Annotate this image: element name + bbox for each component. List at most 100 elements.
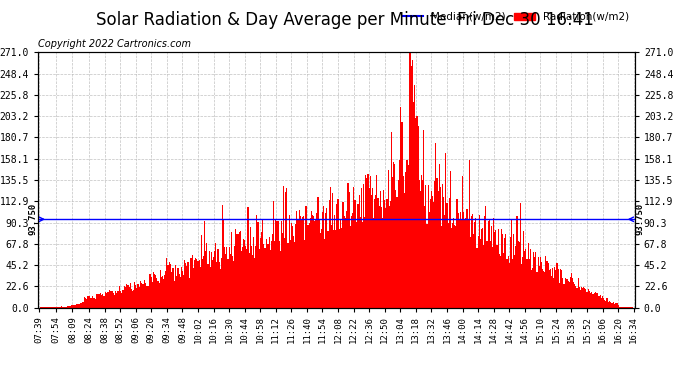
Bar <box>431 190 432 308</box>
Bar <box>282 233 283 308</box>
Bar <box>124 286 125 308</box>
Bar <box>552 267 553 308</box>
Bar <box>241 251 242 308</box>
Bar <box>599 296 600 307</box>
Bar <box>242 248 243 308</box>
Bar <box>598 296 599 307</box>
Bar <box>259 238 261 308</box>
Bar <box>163 279 164 308</box>
Bar <box>518 241 519 308</box>
Bar <box>354 200 355 308</box>
Bar <box>131 290 132 308</box>
Text: Copyright 2022 Cartronics.com: Copyright 2022 Cartronics.com <box>38 39 191 50</box>
Bar <box>144 280 145 308</box>
Bar <box>173 267 174 308</box>
Bar <box>130 283 131 308</box>
Bar <box>493 218 494 308</box>
Bar <box>604 300 605 307</box>
Bar <box>472 213 473 308</box>
Bar <box>533 252 534 308</box>
Bar <box>210 252 212 308</box>
Bar <box>277 221 279 308</box>
Bar <box>538 256 539 307</box>
Bar <box>263 244 264 308</box>
Bar <box>303 216 304 308</box>
Bar <box>396 197 397 308</box>
Bar <box>99 293 101 308</box>
Legend: Median(w/m2), Radiation(w/m2): Median(w/m2), Radiation(w/m2) <box>402 12 629 22</box>
Bar <box>270 242 272 308</box>
Bar <box>54 307 55 308</box>
Bar <box>274 241 275 308</box>
Bar <box>205 251 206 308</box>
Bar <box>161 277 162 308</box>
Bar <box>143 284 144 308</box>
Bar <box>528 243 529 308</box>
Bar <box>575 286 576 308</box>
Bar <box>377 198 379 308</box>
Bar <box>248 253 250 308</box>
Bar <box>206 243 208 308</box>
Bar <box>119 291 121 308</box>
Bar <box>563 284 564 308</box>
Bar <box>142 284 143 308</box>
Bar <box>135 285 137 308</box>
Bar <box>150 276 152 308</box>
Bar <box>184 260 185 308</box>
Bar <box>79 303 81 307</box>
Bar <box>272 234 273 308</box>
Bar <box>436 178 437 308</box>
Bar <box>93 298 94 307</box>
Bar <box>477 236 479 308</box>
Bar <box>74 305 75 308</box>
Bar <box>562 278 563 308</box>
Bar <box>505 234 506 308</box>
Bar <box>72 305 73 308</box>
Bar <box>413 102 414 308</box>
Bar <box>352 213 353 308</box>
Bar <box>584 288 585 308</box>
Bar <box>590 293 591 308</box>
Bar <box>376 175 377 308</box>
Bar <box>576 288 578 308</box>
Bar <box>532 268 533 308</box>
Bar <box>335 230 336 308</box>
Bar <box>195 258 197 308</box>
Bar <box>137 284 139 308</box>
Bar <box>520 203 521 308</box>
Bar <box>486 241 488 308</box>
Bar <box>585 289 586 308</box>
Bar <box>368 189 370 308</box>
Bar <box>285 192 286 308</box>
Bar <box>70 306 71 308</box>
Bar <box>442 184 443 308</box>
Bar <box>482 228 483 308</box>
Bar <box>86 299 88 307</box>
Bar <box>579 287 580 308</box>
Bar <box>410 53 411 308</box>
Bar <box>336 204 337 308</box>
Bar <box>535 252 536 308</box>
Bar <box>214 251 215 308</box>
Bar <box>435 143 436 308</box>
Bar <box>113 292 114 308</box>
Bar <box>524 251 525 308</box>
Bar <box>325 213 326 308</box>
Bar <box>314 221 315 308</box>
Bar <box>536 272 538 308</box>
Bar <box>83 302 84 307</box>
Bar <box>164 274 165 308</box>
Bar <box>622 307 623 308</box>
Bar <box>61 306 62 308</box>
Bar <box>506 259 508 308</box>
Bar <box>417 126 419 308</box>
Bar <box>611 303 612 307</box>
Bar <box>475 218 476 308</box>
Bar <box>521 264 522 308</box>
Bar <box>353 187 354 308</box>
Bar <box>292 226 293 308</box>
Bar <box>350 226 351 308</box>
Bar <box>170 272 172 308</box>
Bar <box>445 153 446 308</box>
Bar <box>490 242 491 308</box>
